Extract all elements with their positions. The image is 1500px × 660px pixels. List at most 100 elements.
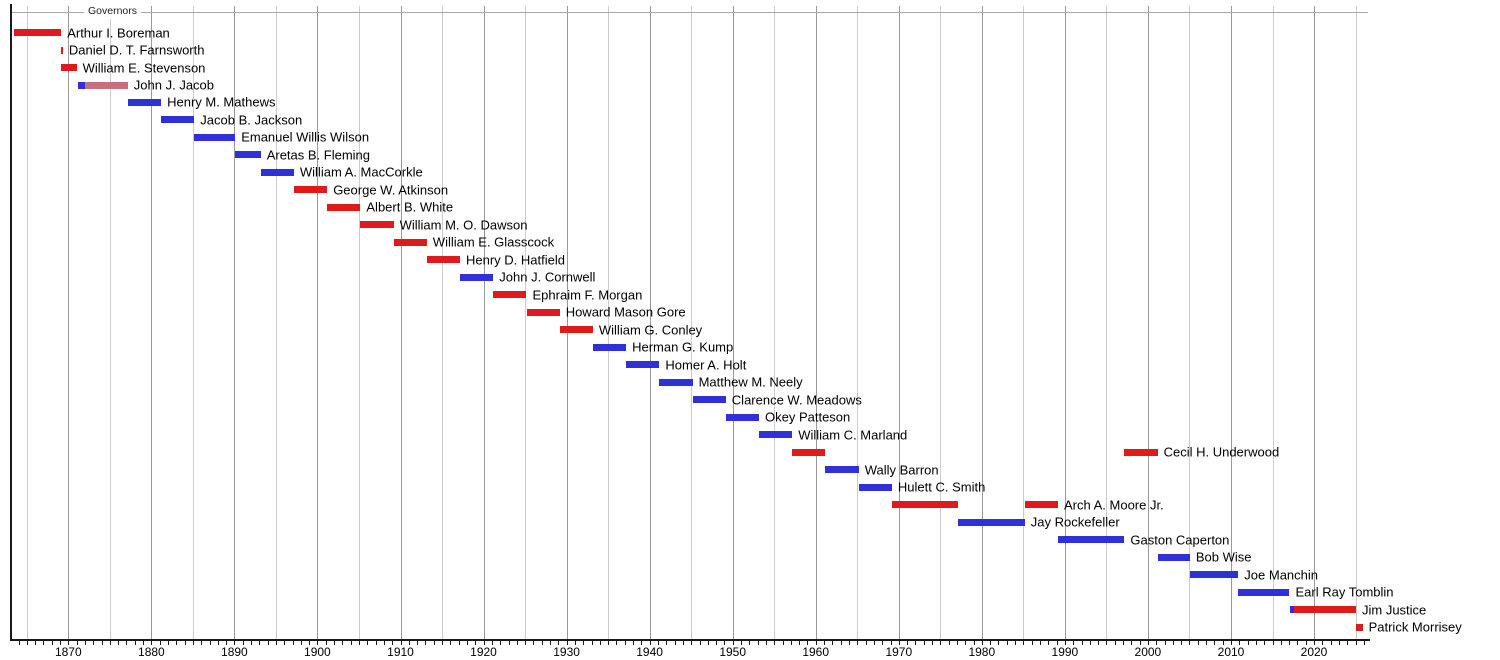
x-axis-tick — [948, 641, 950, 645]
gridline-5yr — [608, 6, 610, 640]
x-axis-tick — [516, 641, 518, 645]
x-axis-tick — [1247, 641, 1249, 645]
term-bar — [891, 501, 959, 509]
gridline-decade — [317, 6, 319, 640]
x-axis-tick — [126, 641, 128, 645]
gridline-decade — [68, 6, 70, 640]
x-axis-tick — [890, 641, 892, 645]
x-axis-tick — [898, 641, 900, 645]
x-axis-tick — [1156, 641, 1158, 645]
x-axis-tick — [649, 641, 651, 645]
term-bar — [725, 413, 759, 421]
term-bar — [559, 326, 593, 334]
gridline-5yr — [442, 6, 443, 640]
term-bar — [293, 186, 328, 194]
x-axis-tick — [1280, 641, 1282, 645]
x-axis-tick — [932, 641, 933, 645]
x-axis-tick — [425, 641, 427, 645]
x-axis-tick — [466, 641, 468, 645]
x-axis-tick — [475, 641, 477, 645]
governor-name-label: Okey Patteson — [765, 409, 851, 425]
x-axis-tick — [35, 641, 37, 645]
x-axis-tick — [433, 641, 435, 645]
x-axis-tick — [168, 641, 169, 645]
x-axis-tick — [251, 641, 252, 645]
x-axis-tick — [591, 641, 593, 645]
x-axis-tick — [1314, 641, 1315, 645]
x-axis-tick — [732, 641, 734, 645]
governor-name-label: Arch A. Moore Jr. — [1064, 497, 1164, 513]
x-axis-tick — [1147, 641, 1149, 645]
x-axis-tick — [882, 641, 884, 645]
governor-name-label: Matthew M. Neely — [698, 374, 803, 390]
x-axis-tick — [408, 641, 410, 645]
gridline-decade — [1314, 6, 1315, 640]
x-axis-tick — [799, 641, 801, 645]
x-axis-tick — [1355, 641, 1357, 645]
x-axis-tick — [1330, 641, 1332, 645]
x-axis-tick — [1206, 641, 1208, 645]
gridline-decade — [151, 6, 153, 640]
term-bar — [1058, 536, 1125, 544]
x-axis-tick — [1322, 641, 1324, 645]
x-axis-tick — [192, 641, 194, 645]
governor-name-label: Ephraim F. Morgan — [532, 287, 643, 303]
x-axis-tick — [832, 641, 834, 645]
x-axis-tick — [259, 641, 261, 645]
x-axis-tick-label: 1920 — [470, 645, 497, 659]
governor-name-label: Gaston Caperton — [1130, 532, 1230, 548]
x-axis-tick-label: 2010 — [1217, 645, 1245, 659]
x-axis-tick — [342, 641, 344, 645]
x-axis-tick — [84, 641, 86, 645]
x-axis-tick — [442, 641, 443, 645]
term-bar — [1157, 553, 1190, 561]
x-axis-tick — [1106, 641, 1108, 645]
term-bar — [659, 378, 693, 386]
governor-name-label: George W. Atkinson — [333, 182, 449, 198]
gridline-5yr — [857, 6, 859, 640]
x-axis-tick — [60, 641, 61, 645]
governor-name-label: Jim Justice — [1362, 602, 1427, 617]
gridline-decade — [566, 6, 568, 640]
x-axis-tick — [1064, 641, 1066, 645]
x-axis-tick — [1272, 641, 1274, 645]
x-axis-tick-label: 2000 — [1134, 645, 1162, 659]
gridline-decade — [400, 6, 402, 640]
x-axis-tick — [43, 641, 45, 645]
x-axis-tick — [749, 641, 751, 645]
x-axis-tick — [375, 641, 377, 645]
term-bar — [1024, 501, 1058, 509]
x-axis-tick — [201, 641, 203, 645]
x-axis-tick — [741, 641, 742, 645]
gridline-5yr — [359, 6, 360, 640]
term-bar — [692, 396, 726, 404]
x-axis-tick — [907, 641, 909, 645]
x-axis-tick — [790, 641, 792, 645]
x-axis-tick — [508, 641, 510, 645]
gridline-decade — [898, 6, 900, 640]
top-rule — [11, 12, 1368, 13]
x-axis-tick — [691, 641, 693, 645]
x-axis-tick — [840, 641, 842, 645]
x-axis-tick — [1056, 641, 1058, 645]
x-axis-tick — [159, 641, 161, 645]
term-bar — [1294, 606, 1356, 613]
x-axis-tick — [956, 641, 958, 645]
x-axis-tick — [109, 641, 111, 645]
x-axis-tick — [134, 641, 136, 645]
x-axis-tick — [93, 641, 95, 645]
governor-name-label: Bob Wise — [1195, 549, 1252, 565]
x-axis-tick — [1214, 641, 1216, 645]
x-axis-tick — [1040, 641, 1041, 645]
gridline-5yr — [192, 6, 194, 640]
governor-name-label: William C. Marland — [798, 427, 908, 443]
term-bar — [1238, 588, 1290, 596]
x-axis-tick — [583, 641, 585, 645]
x-axis-tick — [350, 641, 352, 645]
term-bar — [161, 116, 195, 124]
term-bar — [526, 308, 560, 316]
x-axis-tick — [1081, 641, 1083, 645]
governor-name-label: Jay Rockefeller — [1030, 514, 1120, 530]
term-bar — [493, 291, 527, 299]
gridline-5yr — [774, 6, 776, 640]
